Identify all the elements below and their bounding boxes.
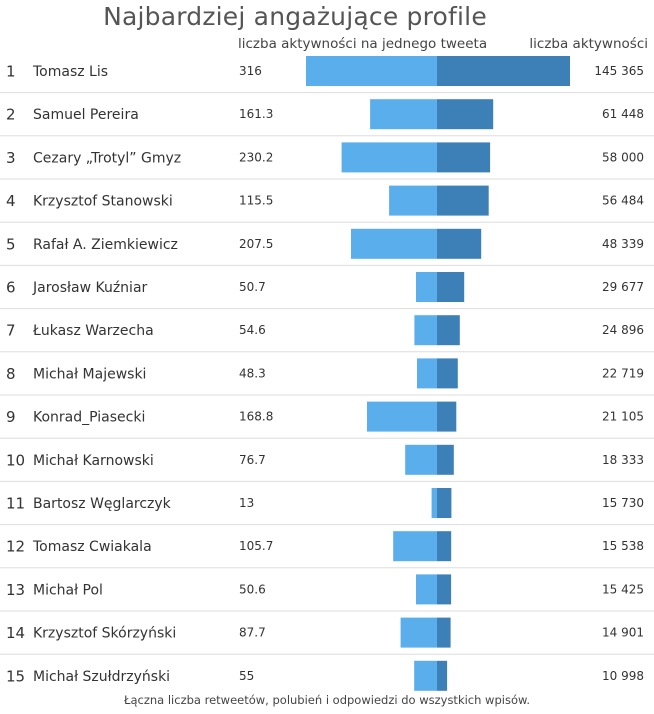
per-tweet-bar-7 — [414, 315, 437, 346]
per-tweet-value-5: 207.5 — [239, 237, 273, 251]
profile-name-15: Michał Szułdrzyński — [33, 669, 170, 685]
profile-name-7: Łukasz Warzecha — [32, 323, 154, 339]
rank-label-12: 12 — [6, 538, 25, 556]
total-bar-7 — [437, 315, 460, 346]
rank-label-10: 10 — [6, 451, 25, 469]
total-value-7: 24 896 — [602, 323, 644, 337]
rank-label-11: 11 — [6, 495, 25, 513]
per-tweet-bar-15 — [414, 660, 437, 691]
per-tweet-bar-13 — [416, 574, 437, 605]
total-bar-9 — [437, 401, 457, 432]
total-bar-14 — [437, 617, 451, 648]
rank-label-14: 14 — [6, 624, 25, 642]
total-bar-3 — [437, 142, 491, 173]
rank-label-2: 2 — [6, 106, 16, 124]
total-bar-1 — [437, 56, 570, 86]
per-tweet-value-1: 316 — [239, 64, 262, 78]
per-tweet-bar-11 — [431, 488, 437, 518]
total-bar-4 — [437, 185, 489, 216]
profile-name-1: Tomasz Lis — [32, 64, 108, 80]
total-bar-2 — [437, 99, 494, 130]
total-value-10: 18 333 — [602, 453, 644, 467]
per-tweet-value-2: 161.3 — [239, 107, 273, 121]
total-value-12: 15 538 — [602, 539, 644, 553]
rank-label-15: 15 — [6, 667, 25, 685]
total-bar-10 — [437, 444, 454, 475]
per-tweet-value-8: 48.3 — [239, 366, 266, 380]
total-value-4: 56 484 — [602, 194, 644, 208]
total-value-8: 22 719 — [602, 366, 644, 380]
profile-name-10: Michał Karnowski — [33, 453, 154, 469]
rank-label-5: 5 — [6, 235, 16, 253]
profile-name-12: Tomasz Cwiakala — [32, 539, 152, 555]
total-value-3: 58 000 — [602, 150, 644, 164]
per-tweet-value-14: 87.7 — [239, 626, 266, 640]
per-tweet-value-7: 54.6 — [239, 323, 266, 337]
per-tweet-bar-8 — [417, 358, 437, 389]
profile-name-3: Cezary „Trotyl” Gmyz — [33, 150, 181, 166]
per-tweet-bar-1 — [306, 56, 437, 86]
per-tweet-bar-4 — [389, 185, 437, 216]
per-tweet-value-11: 13 — [239, 496, 254, 510]
per-tweet-value-15: 55 — [239, 669, 254, 683]
per-tweet-bar-14 — [400, 617, 437, 648]
rank-label-1: 1 — [6, 63, 16, 81]
profile-name-13: Michał Pol — [33, 582, 103, 598]
total-value-6: 29 677 — [602, 280, 644, 294]
per-tweet-bar-2 — [370, 99, 437, 130]
total-value-9: 21 105 — [602, 410, 644, 424]
per-tweet-value-6: 50.7 — [239, 280, 266, 294]
per-tweet-column-header: liczba aktywności na jednego tweeta — [238, 36, 488, 52]
profile-name-4: Krzysztof Stanowski — [33, 194, 173, 210]
total-bar-15 — [437, 660, 448, 691]
total-bar-12 — [437, 531, 452, 562]
total-value-15: 10 998 — [602, 669, 644, 683]
profile-name-9: Konrad_Piasecki — [33, 410, 145, 426]
total-value-13: 15 425 — [602, 582, 644, 596]
profile-name-14: Krzysztof Skórzyński — [33, 626, 176, 642]
total-value-1: 145 365 — [594, 64, 644, 78]
per-tweet-bar-6 — [416, 272, 437, 302]
per-tweet-bar-9 — [367, 401, 437, 432]
total-value-5: 48 339 — [602, 237, 644, 251]
total-value-14: 14 901 — [602, 626, 644, 640]
rank-label-6: 6 — [6, 279, 16, 297]
total-value-2: 61 448 — [602, 107, 644, 121]
total-column-header: liczba aktywności — [529, 36, 648, 52]
rank-label-3: 3 — [6, 149, 16, 167]
rank-label-9: 9 — [6, 408, 16, 426]
total-bar-13 — [437, 574, 452, 605]
profile-name-11: Bartosz Węglarczyk — [33, 496, 172, 512]
total-value-11: 15 730 — [602, 496, 644, 510]
per-tweet-bar-10 — [405, 444, 437, 475]
profile-name-2: Samuel Pereira — [33, 107, 139, 123]
per-tweet-value-13: 50.6 — [239, 582, 266, 596]
per-tweet-value-4: 115.5 — [239, 194, 273, 208]
profile-name-5: Rafał A. Ziemkiewicz — [33, 237, 178, 253]
per-tweet-bar-5 — [351, 228, 437, 259]
per-tweet-bar-3 — [341, 142, 437, 173]
total-bar-5 — [437, 228, 482, 259]
total-bar-8 — [437, 358, 458, 389]
profile-name-8: Michał Majewski — [33, 366, 146, 382]
total-bar-6 — [437, 272, 465, 302]
rank-label-13: 13 — [6, 581, 25, 599]
chart-title: Najbardziej angażujące profile — [103, 2, 487, 31]
chart-footnote: Łączna liczba retweetów, polubień i odpo… — [124, 693, 530, 707]
profile-name-6: Jarosław Kuźniar — [32, 280, 148, 296]
per-tweet-value-9: 168.8 — [239, 410, 273, 424]
total-bar-11 — [437, 488, 452, 518]
per-tweet-value-3: 230.2 — [239, 150, 273, 164]
per-tweet-bar-12 — [393, 531, 437, 562]
rank-label-4: 4 — [6, 192, 16, 210]
per-tweet-value-12: 105.7 — [239, 539, 273, 553]
rank-label-8: 8 — [6, 365, 16, 383]
per-tweet-value-10: 76.7 — [239, 453, 266, 467]
rank-label-7: 7 — [6, 322, 16, 340]
